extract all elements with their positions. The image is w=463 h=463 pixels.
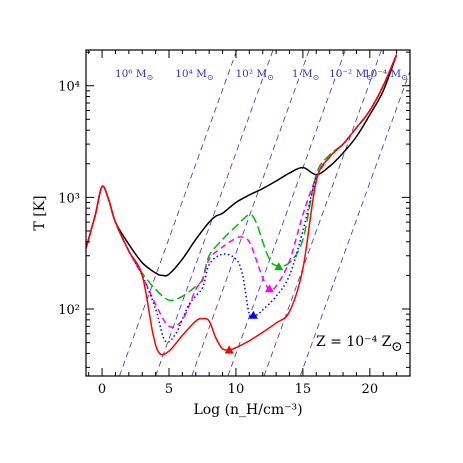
triangle-marker-2 bbox=[248, 310, 258, 319]
x-tick-label: 10 bbox=[228, 382, 245, 397]
jeans-line-4 bbox=[263, 50, 382, 376]
series-line-4 bbox=[86, 54, 398, 356]
x-tick-label: 0 bbox=[98, 382, 106, 397]
mass-label-4: 10⁻² M⊙ bbox=[329, 68, 373, 82]
series-line-0 bbox=[86, 54, 398, 277]
mass-label-text-3: 1 M⊙ bbox=[292, 68, 319, 82]
mass-label-text-1: 10⁴ M⊙ bbox=[175, 68, 213, 82]
triangle-marker-3 bbox=[224, 345, 234, 354]
mass-label-2: 10² M⊙ bbox=[236, 68, 274, 82]
metallicity-text: Z = 10⁻⁴ Z bbox=[316, 334, 392, 350]
mass-label-text-0: 10⁶ M⊙ bbox=[115, 68, 153, 82]
series-line-1 bbox=[86, 54, 398, 302]
mass-label-5: 10⁻⁴ M⊙ bbox=[364, 68, 408, 82]
x-axis-title: Log (n_H/cm⁻³) bbox=[193, 402, 302, 418]
y-tick-label: 10⁴ bbox=[58, 80, 80, 95]
y-tick-label: 10³ bbox=[58, 191, 80, 206]
series-line-2 bbox=[86, 54, 398, 328]
mass-label-3: 1 M⊙ bbox=[292, 68, 319, 82]
y-axis-title: T [K] bbox=[32, 195, 48, 230]
mass-label-text-5: 10⁻⁴ M⊙ bbox=[364, 68, 408, 82]
sun-symbol: ⊙ bbox=[391, 339, 403, 355]
y-tick-label: 10² bbox=[58, 303, 80, 318]
sun-subscript: ⊙ bbox=[313, 73, 320, 82]
jeans-line-5 bbox=[299, 69, 410, 376]
series-layer bbox=[86, 54, 398, 356]
sun-subscript: ⊙ bbox=[147, 73, 154, 82]
sun-subscript: ⊙ bbox=[366, 73, 373, 82]
mass-label-1: 10⁴ M⊙ bbox=[175, 68, 213, 82]
jeans-line-0 bbox=[119, 50, 238, 376]
x-tick-label: 20 bbox=[362, 382, 379, 397]
marker-layer bbox=[224, 262, 284, 354]
metallicity-annotation: Z = 10⁻⁴ Z ⊙ bbox=[316, 334, 403, 355]
jeans-mass-lines bbox=[119, 50, 410, 376]
sun-subscript: ⊙ bbox=[267, 73, 274, 82]
sun-subscript: ⊙ bbox=[401, 73, 408, 82]
jeans-mass-labels: 10⁶ M⊙ 10⁴ M⊙ 10² M⊙ 1 M⊙ 10⁻² M⊙10⁻⁴ M⊙ bbox=[115, 68, 408, 82]
jeans-line-3 bbox=[227, 50, 346, 376]
triangle-marker-0 bbox=[274, 262, 284, 271]
mass-label-text-4: 10⁻² M⊙ bbox=[329, 68, 373, 82]
mass-label-text-2: 10² M⊙ bbox=[236, 68, 274, 82]
sun-subscript: ⊙ bbox=[207, 73, 214, 82]
triangle-marker-1 bbox=[264, 284, 274, 293]
tick-layer: 0 5 10 15 20 10² 10³ 10⁴ bbox=[58, 50, 411, 397]
plot-frame bbox=[85, 49, 411, 377]
x-tick-label: 15 bbox=[295, 382, 312, 397]
jeans-line-2 bbox=[191, 50, 310, 376]
x-tick-label: 5 bbox=[165, 382, 173, 397]
mass-label-0: 10⁶ M⊙ bbox=[115, 68, 153, 82]
jeans-line-1 bbox=[155, 50, 274, 376]
